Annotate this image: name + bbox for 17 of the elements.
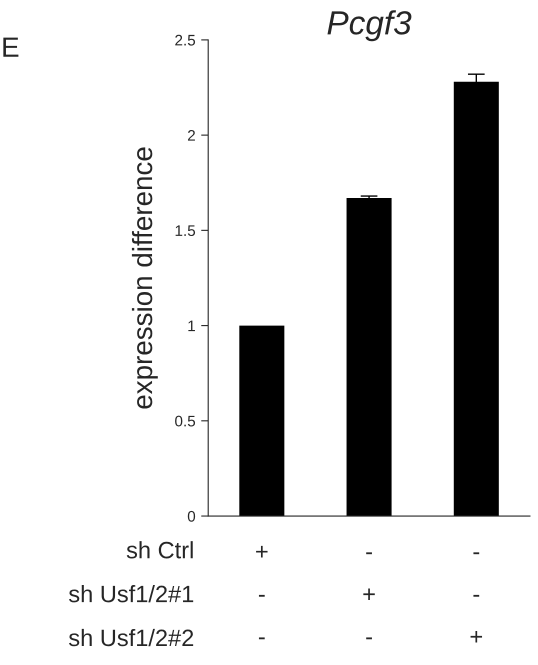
text: sh Ctrl xyxy=(126,541,193,558)
bar xyxy=(239,326,284,516)
category-label: - + - xyxy=(363,552,375,640)
text: E xyxy=(3,38,18,57)
category-label: - - + xyxy=(470,552,482,643)
text: sh Usf1/2#1 xyxy=(68,585,194,602)
y-tick-label: 2.5 xyxy=(175,34,196,46)
category-label: + - - xyxy=(256,546,268,640)
y-tick-label: 0.5 xyxy=(175,416,196,426)
y-tick-label: 2 xyxy=(188,130,195,141)
bar xyxy=(346,198,392,516)
y-tick-label: 1 xyxy=(188,320,195,332)
y-tick-label: 1.5 xyxy=(176,225,196,236)
y-axis-title: expression difference xyxy=(132,147,158,409)
text: sh Usf1/2#2 xyxy=(68,628,194,646)
y-tick-label: 0 xyxy=(188,510,196,522)
chart-title: Pcgf3 xyxy=(327,10,412,42)
